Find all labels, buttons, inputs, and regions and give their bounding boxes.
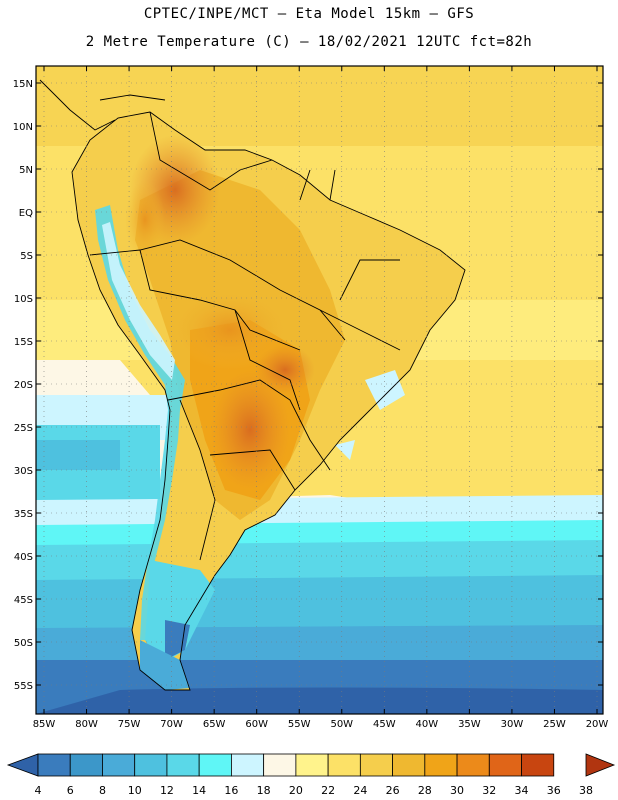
colorbar-segment — [521, 753, 555, 777]
colorbar-segment — [392, 753, 426, 777]
colorbar-segment — [359, 753, 393, 777]
colorbar-label: 16 — [224, 784, 238, 797]
colorbar: 4 6 8 10 12 14 16 18 20 22 24 26 28 30 32 34 36 38 — [6, 753, 616, 797]
colorbar-segment — [327, 753, 361, 777]
lon-label: 75W — [118, 719, 141, 730]
lat-label: 20S — [14, 380, 33, 391]
lon-label: 60W — [245, 719, 268, 730]
lat-label: 35S — [14, 509, 33, 520]
colorbar-right-arrow — [585, 753, 616, 777]
lat-label: 10N — [13, 122, 33, 133]
colorbar-segment — [456, 753, 490, 777]
colorbar-label: 24 — [353, 784, 367, 797]
lat-label: 45S — [14, 595, 33, 606]
colorbar-segment — [134, 753, 168, 777]
lon-label: 25W — [543, 719, 566, 730]
lat-label: 40S — [14, 552, 33, 563]
colorbar-label: 20 — [289, 784, 303, 797]
colorbar-left-arrow — [6, 753, 39, 777]
lat-label: 15S — [14, 337, 33, 348]
colorbar-segment — [263, 753, 297, 777]
lon-label: 40W — [416, 719, 439, 730]
plot-frame — [35, 65, 604, 715]
colorbar-label: 4 — [35, 784, 42, 797]
colorbar-label: 30 — [450, 784, 464, 797]
colorbar-segment — [424, 753, 458, 777]
lon-label: 30W — [501, 719, 524, 730]
colorbar-label: 22 — [321, 784, 335, 797]
colorbar-label: 36 — [547, 784, 561, 797]
lat-label: EQ — [19, 208, 33, 219]
colorbar-label: 28 — [418, 784, 432, 797]
lat-label: 30S — [14, 466, 33, 477]
lon-label: 65W — [203, 719, 226, 730]
lon-label: 50W — [330, 719, 353, 730]
lon-label: 80W — [75, 719, 98, 730]
colorbar-label: 14 — [192, 784, 206, 797]
colorbar-label: 32 — [482, 784, 496, 797]
lon-label: 45W — [373, 719, 396, 730]
colorbar-label: 12 — [160, 784, 174, 797]
colorbar-label: 10 — [128, 784, 142, 797]
colorbar-label: 18 — [257, 784, 271, 797]
temperature-field — [36, 66, 603, 714]
lon-label: 55W — [288, 719, 311, 730]
colorbar-label: 34 — [515, 784, 529, 797]
colorbar-segment — [198, 753, 232, 777]
coastline — [39, 79, 466, 691]
colorbar-segment — [488, 753, 522, 777]
lat-label: 5S — [20, 251, 33, 262]
colorbar-segment — [295, 753, 329, 777]
grid — [36, 66, 603, 714]
lon-label: 35W — [458, 719, 481, 730]
colorbar-segment — [69, 753, 103, 777]
lon-label: 70W — [160, 719, 183, 730]
colorbar-label: 6 — [67, 784, 74, 797]
lat-label: 10S — [14, 294, 33, 305]
lon-label: 85W — [33, 719, 56, 730]
lat-label: 55S — [14, 681, 33, 692]
colorbar-label: 8 — [99, 784, 106, 797]
lat-label: 15N — [13, 79, 33, 90]
colorbar-label: 38 — [579, 784, 593, 797]
colorbar-segment — [166, 753, 200, 777]
colorbar-label: 26 — [386, 784, 400, 797]
colorbar-segment — [102, 753, 136, 777]
lon-label: 20W — [586, 719, 609, 730]
colorbar-segment — [231, 753, 265, 777]
colorbar-segment — [37, 753, 71, 777]
lat-label: 50S — [14, 638, 33, 649]
title-line-1: CPTEC/INPE/MCT – Eta Model 15km – GFS — [143, 6, 475, 22]
lat-label: 5N — [19, 165, 33, 176]
title-line-2: 2 Metre Temperature (C) – 18/02/2021 12U… — [85, 34, 533, 50]
lat-label: 25S — [14, 423, 33, 434]
